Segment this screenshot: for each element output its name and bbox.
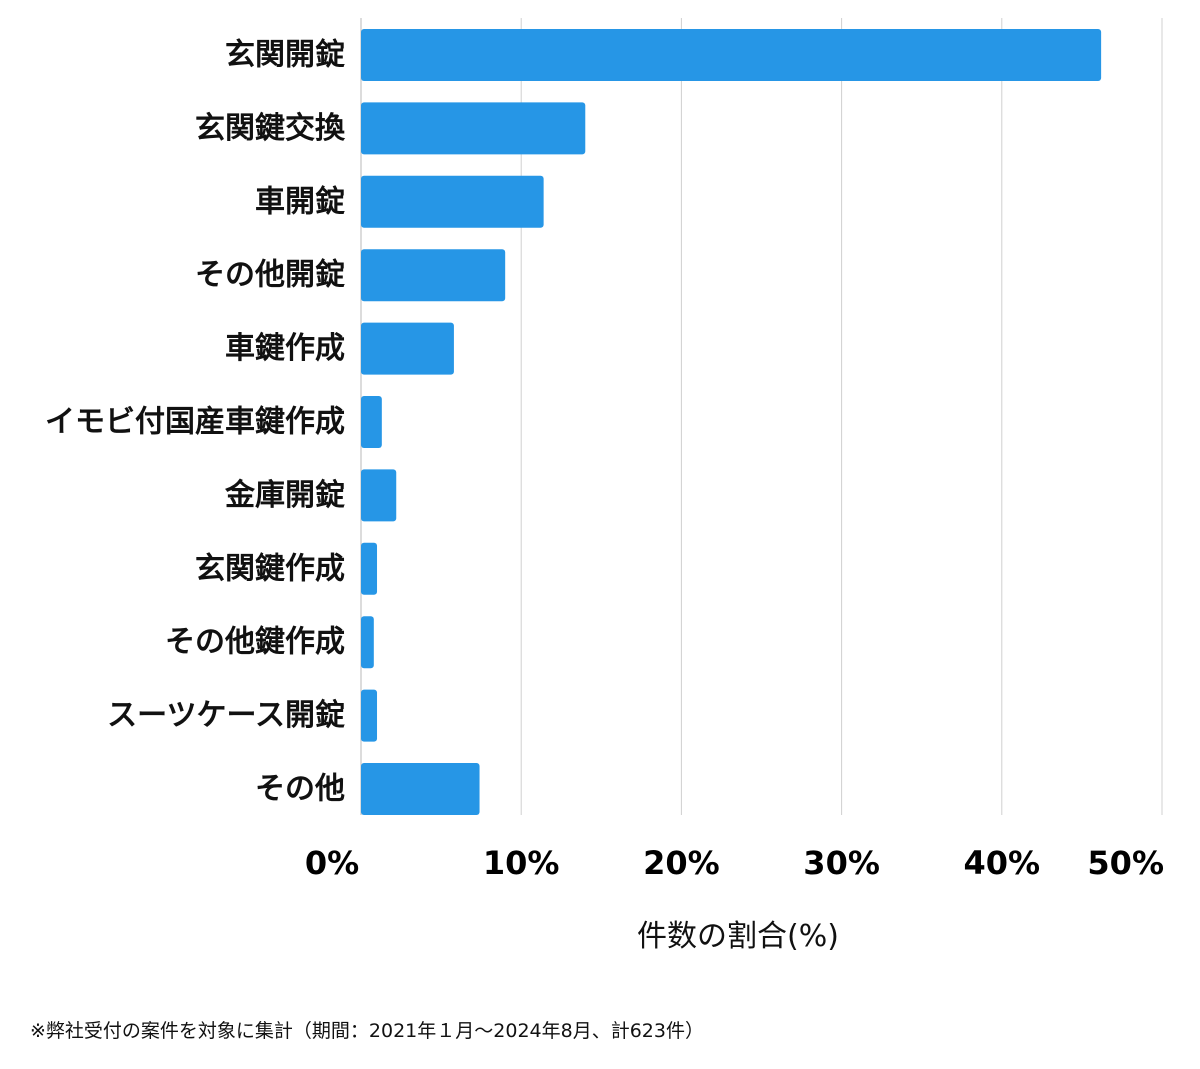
x-tick-labels: 0% 10% 20% 30% 40% 50% — [305, 844, 1164, 882]
x-tick-label: 10% — [483, 844, 560, 882]
bar — [361, 542, 378, 595]
bar — [361, 249, 506, 302]
bar — [361, 102, 586, 155]
category-label: 金庫開錠 — [224, 478, 345, 513]
bars — [361, 29, 1102, 815]
category-label: その他開錠 — [195, 258, 345, 293]
bar — [361, 616, 374, 669]
x-tick-label: 40% — [964, 844, 1041, 882]
category-label: 玄関鍵交換 — [195, 111, 346, 146]
category-label: その他 — [255, 772, 345, 807]
category-label: その他鍵作成 — [165, 625, 345, 660]
category-labels: 玄関開錠玄関鍵交換車開錠その他開錠車鍵作成イモビ付国産車鍵作成金庫開錠玄関鍵作成… — [45, 38, 346, 807]
bar — [361, 763, 480, 815]
category-label: 車開錠 — [255, 184, 345, 219]
bar — [361, 469, 397, 522]
footnote: ※弊社受付の案件を対象に集計（期間：2021年１月～2024年8月、計623件） — [30, 1020, 704, 1042]
bar — [361, 396, 382, 448]
x-tick-label: 50% — [1087, 844, 1164, 882]
category-label: 玄関開錠 — [225, 38, 345, 73]
category-label: スーツケース開錠 — [107, 698, 345, 733]
x-tick-label: 0% — [305, 844, 359, 882]
x-tick-label: 30% — [803, 844, 880, 882]
bar — [361, 175, 544, 228]
bar-chart: 玄関開錠玄関鍵交換車開錠その他開錠車鍵作成イモビ付国産車鍵作成金庫開錠玄関鍵作成… — [45, 18, 1164, 954]
x-axis-title: 件数の割合(%) — [637, 919, 839, 954]
category-label: 車鍵作成 — [225, 331, 345, 366]
category-label: 玄関鍵作成 — [195, 551, 345, 586]
x-tick-label: 20% — [643, 844, 720, 882]
bar — [361, 322, 454, 375]
bar — [361, 689, 378, 742]
bar — [361, 29, 1102, 81]
category-label: イモビ付国産車鍵作成 — [45, 405, 345, 440]
